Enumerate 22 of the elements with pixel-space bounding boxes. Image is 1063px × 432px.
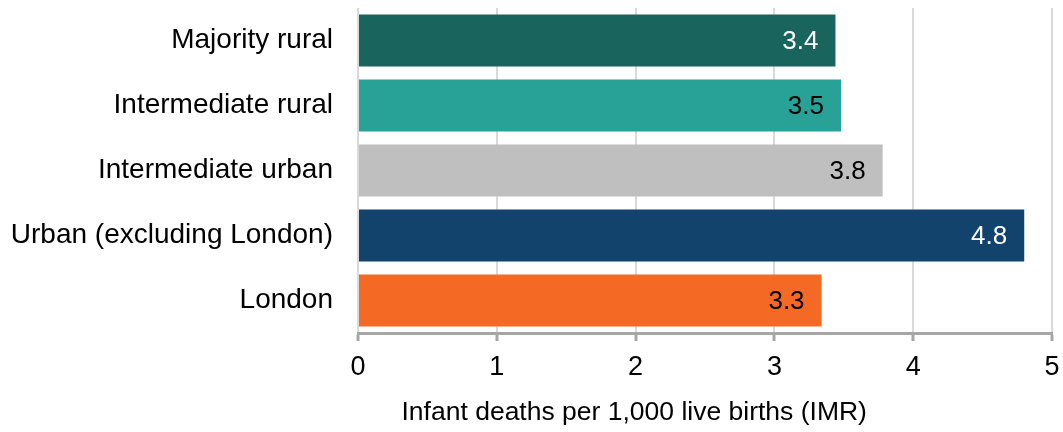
data-label: 3.5 [787,89,825,120]
x-tick-label: 5 [1044,350,1060,381]
y-tick-label: London [239,283,333,315]
x-tick-label: 0 [350,350,366,381]
y-tick-label: Majority rural [171,23,333,55]
bar [359,209,1025,262]
y-tick-label: Urban (excluding London) [10,218,333,250]
x-tick-label: 1 [489,350,505,381]
data-label: 3.3 [768,284,805,315]
data-label: 3.4 [782,24,819,55]
data-label: 4.8 [971,219,1008,250]
bar [359,79,842,132]
x-axis-title: Infant deaths per 1,000 live births (IMR) [401,396,867,427]
x-tick-label: 2 [628,350,644,381]
bar [359,274,822,327]
x-tick-label: 4 [905,350,921,381]
bar [359,144,883,197]
y-tick-label: Intermediate rural [113,88,333,120]
y-tick-label: Intermediate urban [97,153,333,185]
data-label: 3.8 [829,154,866,185]
bar [359,14,836,67]
x-tick-label: 3 [766,350,782,381]
